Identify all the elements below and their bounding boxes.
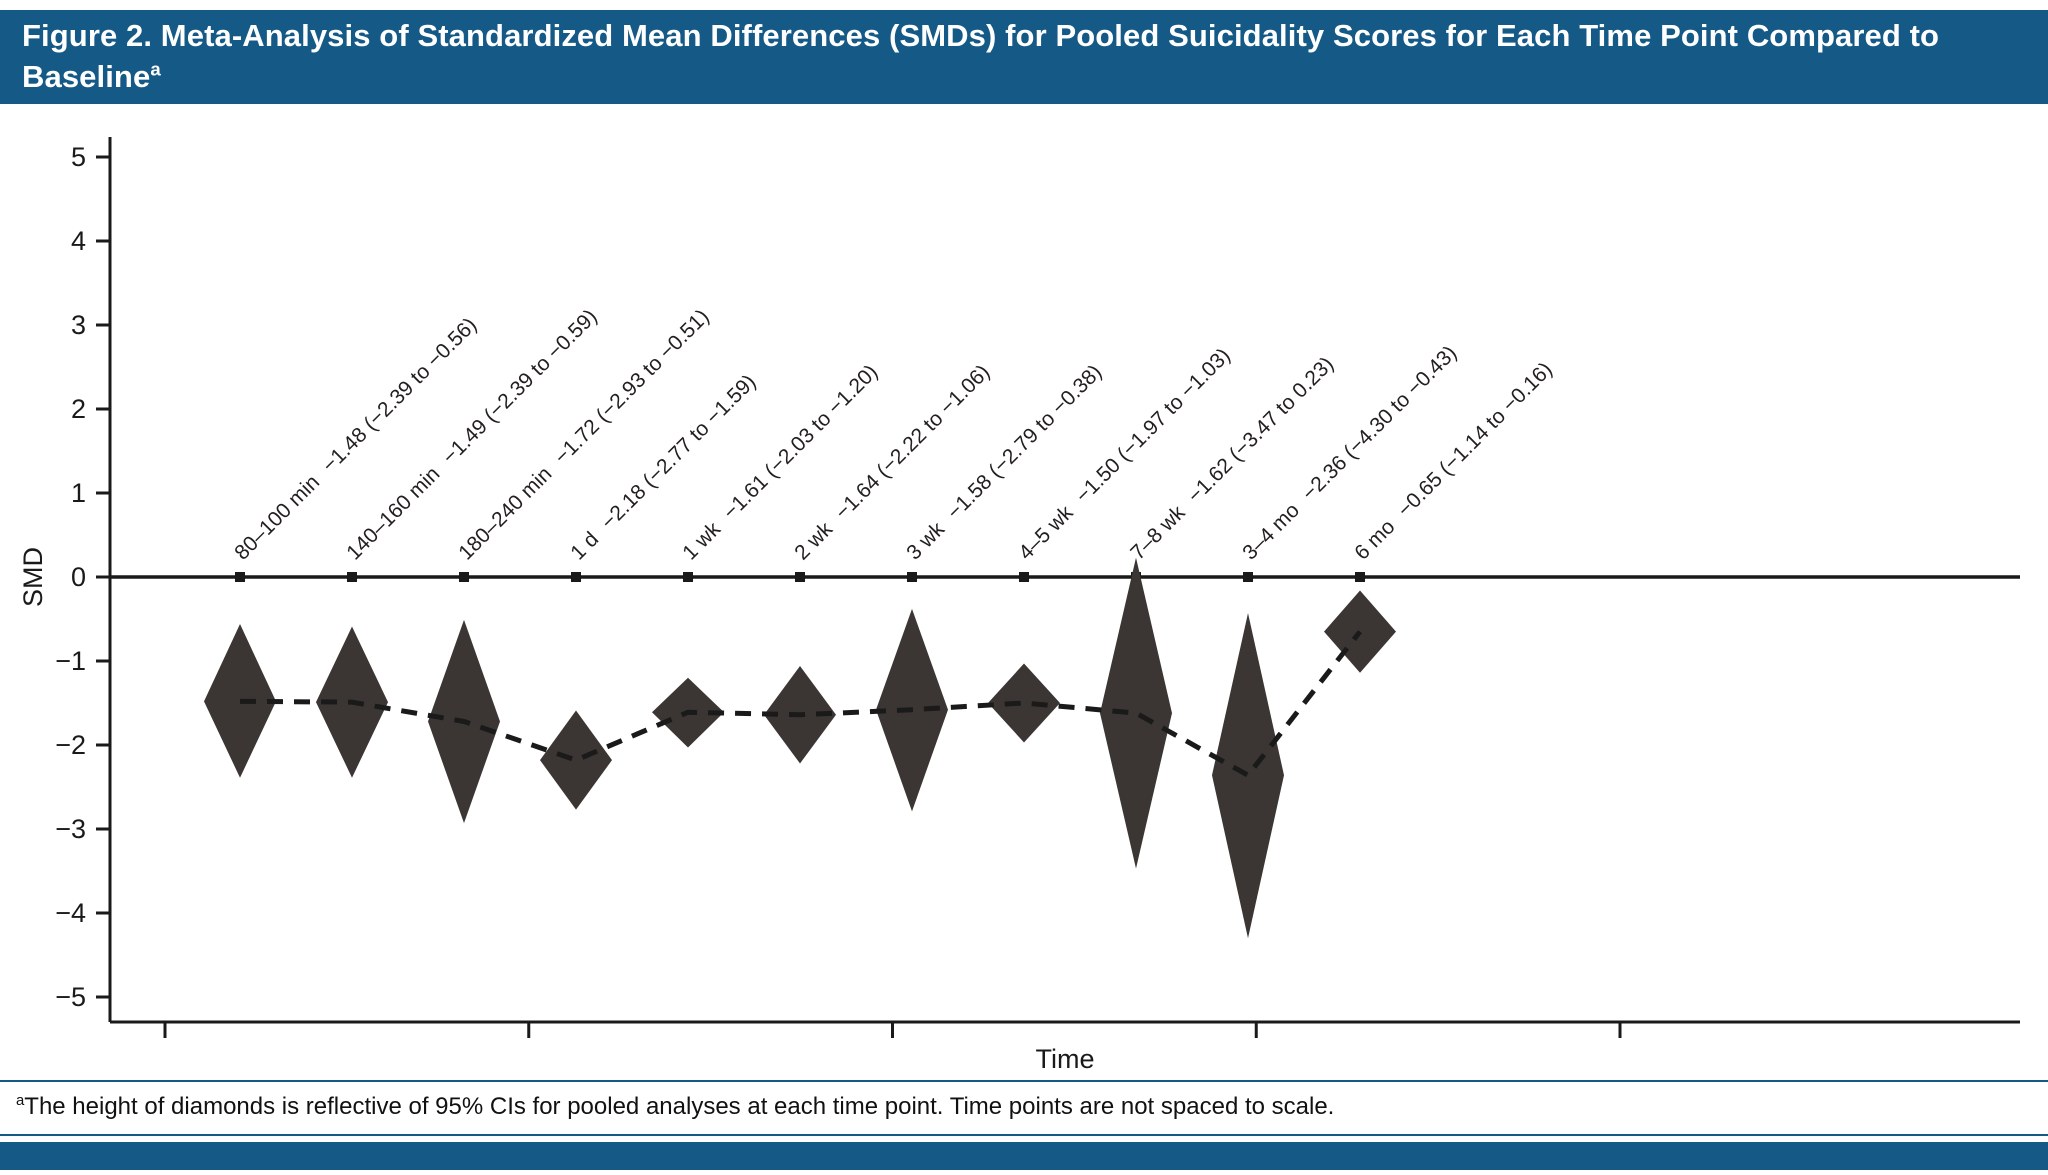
point-label: 6 mo−0.65 (−1.14 to −0.16) [1350, 358, 1557, 565]
y-tick-label: 3 [71, 310, 86, 340]
figure-title: Figure 2. Meta-Analysis of Standardized … [22, 16, 2026, 98]
point-label: 180–240 min−1.72 (−2.93 to −0.51) [454, 305, 713, 564]
y-tick-label: −3 [55, 814, 86, 844]
point-label: 2 wk−1.64 (−2.22 to −1.06) [790, 360, 994, 564]
footnote-marker: a [16, 1093, 25, 1109]
point-time-label: 140–160 min [342, 462, 444, 564]
time-point-tick [683, 572, 693, 582]
time-point-tick [1019, 572, 1029, 582]
time-point-tick [795, 572, 805, 582]
y-tick-label: −1 [55, 646, 86, 676]
y-tick-label: 1 [71, 478, 86, 508]
footnote-band: aThe height of diamonds is reflective of… [0, 1080, 2048, 1136]
point-label: 3–4 mo−2.36 (−4.30 to −0.43) [1238, 341, 1461, 564]
point-label: 4–5 wk−1.50 (−1.97 to −1.03) [1014, 344, 1235, 565]
point-time-label: 3 wk [902, 517, 949, 564]
meta-analysis-chart: 5 4 3 2 1 0 −1 −2 −3 −4 −5 80–100 min−1.48 (−2.39 t… [18, 137, 2020, 1074]
point-time-label: 180–240 min [454, 462, 556, 564]
point-time-label: 4–5 wk [1014, 501, 1078, 565]
point-time-label: 2 wk [790, 517, 837, 564]
figure-title-bar: Figure 2. Meta-Analysis of Standardized … [0, 10, 2048, 104]
time-point-tick [459, 572, 469, 582]
x-axis-title: Time [1036, 1044, 1095, 1074]
point-label: 140–160 min−1.49 (−2.39 to −0.59) [342, 305, 601, 564]
y-tick-label: 2 [71, 394, 86, 424]
point-time-label: 1 d [566, 528, 603, 565]
time-point-tick [571, 572, 581, 582]
y-tick-label: 4 [71, 226, 86, 256]
figure-footnote: aThe height of diamonds is reflective of… [16, 1093, 2032, 1121]
ci-diamond [1212, 613, 1284, 939]
time-point-tick [1355, 572, 1365, 582]
time-point-tick [235, 572, 245, 582]
time-point-tick [1243, 572, 1253, 582]
point-label: 3 wk−1.58 (−2.79 to −0.38) [902, 360, 1106, 564]
point-time-label: 1 wk [678, 517, 725, 564]
point-label: 7–8 wk−1.62 (−3.47 to 0.23) [1126, 353, 1338, 565]
y-tick-label: 0 [71, 562, 86, 592]
ci-diamond [1100, 557, 1172, 869]
point-time-label: 80–100 min [230, 471, 324, 565]
point-time-label: 3–4 mo [1238, 499, 1304, 565]
y-tick-label: −2 [55, 730, 86, 760]
y-tick-label: −5 [55, 982, 86, 1012]
footnote-text: The height of diamonds is reflective of … [24, 1093, 1335, 1120]
chart-area: 5 4 3 2 1 0 −1 −2 −3 −4 −5 80–100 min−1.48 (−2.39 t… [0, 102, 2048, 1078]
title-footnote-marker: a [150, 58, 161, 80]
point-time-label: 7–8 wk [1126, 501, 1190, 565]
y-tick-label: 5 [71, 142, 86, 172]
point-label: 80–100 min−1.48 (−2.39 to −0.56) [230, 313, 481, 564]
y-tick-label: −4 [55, 898, 86, 928]
smd-trend-line [239, 630, 1362, 779]
point-label: 1 wk−1.61 (−2.03 to −1.20) [678, 360, 882, 564]
ci-diamond [204, 624, 276, 778]
point-time-label: 6 mo [1350, 515, 1399, 564]
point-label: 1 d−2.18 (−2.77 to −1.59) [566, 370, 760, 564]
y-axis-title: SMD [18, 547, 48, 607]
figure-title-text: Figure 2. Meta-Analysis of Standardized … [22, 18, 1940, 94]
ci-diamond [988, 663, 1060, 743]
bottom-bar [0, 1142, 2048, 1170]
time-point-tick [907, 572, 917, 582]
ci-diamond [540, 710, 612, 810]
time-point-tick [347, 572, 357, 582]
